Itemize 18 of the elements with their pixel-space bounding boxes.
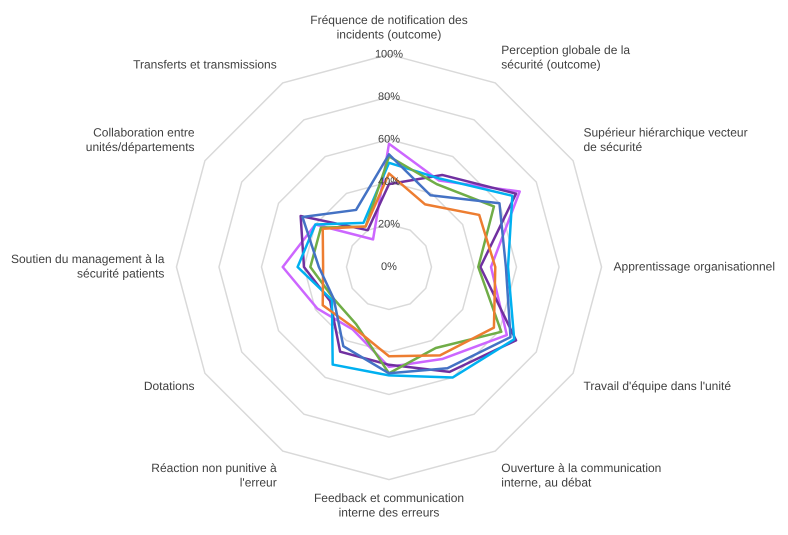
spoke-label: Fréquence de notification des incidents (outcome) [310, 13, 468, 42]
spoke-label: Collaboration entre unités/départements [86, 125, 195, 154]
y-tick-label: 0% [381, 261, 398, 274]
spoke-label: Réaction non punitive à l'erreur [151, 460, 278, 490]
spoke-label: Apprentissage organisationnel [614, 259, 776, 274]
spoke-label: Perception globale de la sécurité (outcome) [501, 43, 630, 72]
spoke-label: Ouverture à la communication interne, au débat [501, 460, 662, 490]
spoke-label: Feedback et communication interne des erreurs [314, 491, 464, 520]
spoke-label: Soutien du management à la sécurité patients [10, 252, 165, 281]
y-tick-label: 20% [378, 218, 400, 231]
spoke-label: Travail d'équipe dans l'unité [583, 378, 732, 393]
y-tick-label: 80% [378, 90, 400, 103]
spoke-label: Supérieur hiérarchique vecteur de sécurité [583, 125, 748, 154]
y-tick-label: 60% [378, 133, 400, 146]
spoke-label: Transferts et transmissions [133, 58, 277, 72]
y-tick-label: 40% [378, 176, 400, 188]
spoke-label: Dotations [144, 378, 195, 393]
y-tick-label: 100% [374, 48, 404, 60]
